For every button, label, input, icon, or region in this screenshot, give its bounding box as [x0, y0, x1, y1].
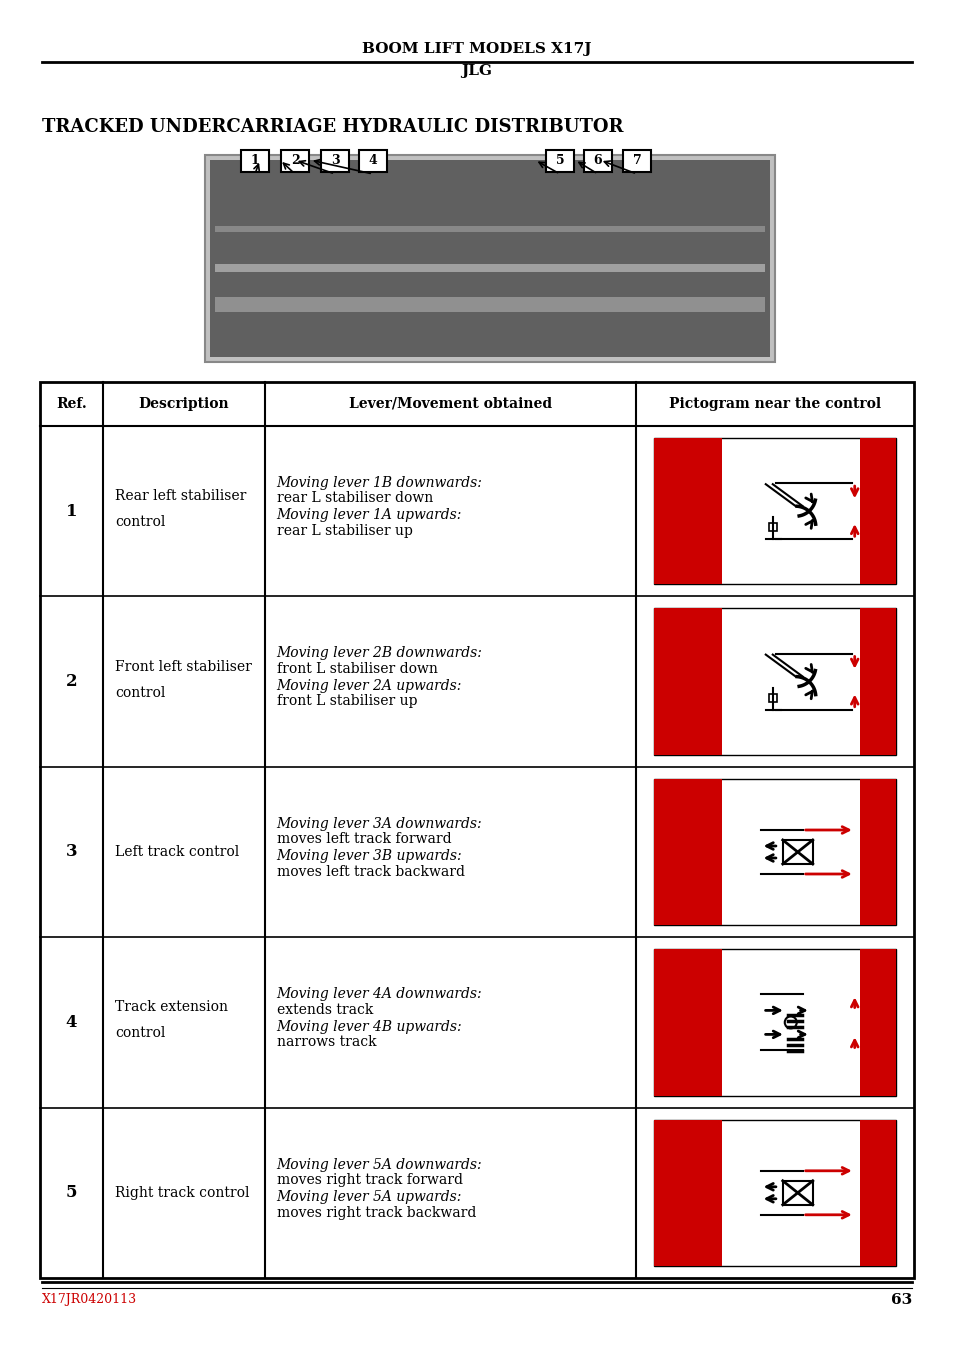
Bar [214, 225, 764, 232]
Bar [782, 1181, 812, 1204]
Bar [654, 437, 721, 585]
Text: 5: 5 [66, 1184, 77, 1202]
Text: narrows track: narrows track [276, 1035, 375, 1049]
Text: moves right track forward: moves right track forward [276, 1173, 462, 1187]
Text: 63: 63 [890, 1293, 911, 1307]
Text: Moving lever 2B downwards:: Moving lever 2B downwards: [276, 647, 482, 660]
Text: front L stabiliser up: front L stabiliser up [276, 694, 416, 709]
Bar [859, 949, 895, 1096]
Text: moves right track backward: moves right track backward [276, 1206, 476, 1219]
Bar [782, 840, 812, 864]
Bar [40, 382, 913, 1278]
Text: Pictogram near the control: Pictogram near the control [668, 397, 881, 410]
Text: 7: 7 [632, 154, 640, 167]
Bar [859, 1119, 895, 1266]
Bar [358, 150, 387, 171]
Text: rear L stabiliser down: rear L stabiliser down [276, 491, 433, 505]
Text: Description: Description [138, 397, 229, 410]
Text: 2: 2 [291, 154, 299, 167]
Bar [768, 694, 776, 702]
Bar [210, 161, 769, 356]
Bar [654, 779, 895, 925]
Bar [320, 150, 349, 171]
Text: JLG: JLG [461, 63, 492, 78]
Bar [654, 1119, 895, 1266]
Text: X17JR0420113: X17JR0420113 [42, 1293, 137, 1305]
Bar [768, 524, 776, 531]
Text: Moving lever 1B downwards:: Moving lever 1B downwards: [276, 477, 482, 490]
Text: control: control [114, 686, 165, 699]
Bar [654, 1119, 721, 1266]
Text: front L stabiliser down: front L stabiliser down [276, 662, 437, 676]
Text: Ref.: Ref. [56, 397, 87, 410]
Text: Moving lever 2A upwards:: Moving lever 2A upwards: [276, 679, 461, 693]
Text: Moving lever 5A downwards:: Moving lever 5A downwards: [276, 1157, 481, 1172]
Text: Lever/Movement obtained: Lever/Movement obtained [349, 397, 552, 410]
Text: extends track: extends track [276, 1003, 373, 1017]
Text: Front left stabiliser: Front left stabiliser [114, 660, 252, 674]
Bar [654, 949, 721, 1096]
Text: control: control [114, 1026, 165, 1041]
Text: Rear left stabiliser: Rear left stabiliser [114, 489, 246, 504]
Bar [205, 155, 774, 362]
Bar [654, 949, 895, 1096]
Text: 4: 4 [66, 1014, 77, 1031]
Text: Moving lever 3A downwards:: Moving lever 3A downwards: [276, 817, 481, 830]
Text: 1: 1 [66, 502, 77, 520]
Text: control: control [114, 516, 165, 529]
Text: 1: 1 [251, 154, 259, 167]
Text: Moving lever 4B upwards:: Moving lever 4B upwards: [276, 1019, 462, 1034]
Bar [214, 265, 764, 271]
Text: moves left track backward: moves left track backward [276, 865, 464, 879]
Text: 5: 5 [555, 154, 564, 167]
Text: Moving lever 3B upwards:: Moving lever 3B upwards: [276, 849, 462, 863]
Text: 4: 4 [368, 154, 377, 167]
Bar [859, 779, 895, 925]
Text: Moving lever 4A downwards:: Moving lever 4A downwards: [276, 987, 481, 1002]
Text: Left track control: Left track control [114, 845, 239, 859]
Text: 6: 6 [593, 154, 601, 167]
Text: BOOM LIFT MODELS X17J: BOOM LIFT MODELS X17J [362, 42, 591, 55]
Bar [583, 150, 612, 171]
Bar [545, 150, 574, 171]
Text: 3: 3 [66, 844, 77, 860]
Text: Moving lever 5A upwards:: Moving lever 5A upwards: [276, 1191, 461, 1204]
Bar [654, 609, 895, 755]
Text: 3: 3 [331, 154, 339, 167]
Bar [241, 150, 269, 171]
Text: rear L stabiliser up: rear L stabiliser up [276, 524, 412, 539]
Bar [654, 437, 895, 585]
Bar [859, 437, 895, 585]
Text: 2: 2 [66, 674, 77, 690]
Text: TRACKED UNDERCARRIAGE HYDRAULIC DISTRIBUTOR: TRACKED UNDERCARRIAGE HYDRAULIC DISTRIBU… [42, 117, 623, 136]
Text: Track extension: Track extension [114, 1000, 228, 1014]
Text: moves left track forward: moves left track forward [276, 832, 451, 846]
Bar [281, 150, 309, 171]
Bar [214, 297, 764, 312]
Bar [859, 609, 895, 755]
Text: Right track control: Right track control [114, 1185, 249, 1200]
Bar [654, 779, 721, 925]
Text: Moving lever 1A upwards:: Moving lever 1A upwards: [276, 509, 461, 522]
Bar [654, 609, 721, 755]
Bar [622, 150, 650, 171]
